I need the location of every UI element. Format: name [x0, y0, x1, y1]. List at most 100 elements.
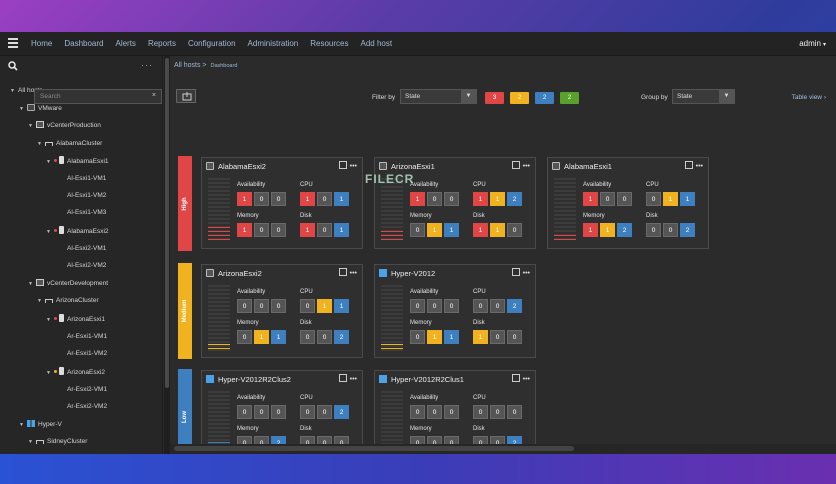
tree-node[interactable]: ▼ VMware — [19, 104, 62, 114]
metric-cell[interactable]: 1 — [427, 330, 442, 344]
metric-cell[interactable]: 0 — [473, 405, 488, 419]
metric-cell[interactable]: 1 — [254, 330, 269, 344]
more-icon[interactable]: ••• — [522, 163, 530, 170]
metric-cell[interactable]: 0 — [473, 299, 488, 313]
tree-node[interactable]: ▼ All hosts — [10, 86, 43, 96]
metric-cell[interactable]: 1 — [237, 192, 252, 206]
host-card[interactable]: Hyper-V2012R2Clus2 ••• Availability 0 0 0 CPU 0… — [201, 370, 363, 454]
metric-cell[interactable]: 0 — [317, 405, 332, 419]
metric-cell[interactable]: 1 — [583, 223, 598, 237]
expand-caret-icon[interactable]: ▼ — [46, 159, 51, 165]
metric-cell[interactable]: 0 — [254, 405, 269, 419]
expand-caret-icon[interactable]: ▼ — [19, 106, 24, 112]
filter-count-button[interactable]: 2 — [560, 92, 579, 104]
nav-item-add-host[interactable]: Add host — [360, 39, 393, 48]
metric-cell[interactable]: 1 — [334, 299, 349, 313]
search-icon[interactable] — [8, 61, 18, 71]
metric-cell[interactable]: 0 — [317, 192, 332, 206]
expand-icon[interactable] — [511, 374, 520, 382]
metric-cell[interactable]: 1 — [271, 330, 286, 344]
metric-cell[interactable]: 2 — [334, 405, 349, 419]
host-card[interactable]: Hyper-V2012 ••• Availability 0 0 0 CPU 0 0 2 Memor… — [374, 264, 536, 358]
nav-item-dashboard[interactable]: Dashboard — [64, 39, 104, 48]
metric-cell[interactable]: 1 — [300, 192, 315, 206]
metric-cell[interactable]: 1 — [334, 223, 349, 237]
nav-item-administration[interactable]: Administration — [247, 39, 299, 48]
tree-node[interactable]: ▼ AlabamaEsxi2 — [46, 226, 109, 236]
tree-node[interactable]: Al-Esxi1-VM3 — [55, 208, 106, 218]
metric-cell[interactable]: 0 — [427, 405, 442, 419]
user-name[interactable]: admin — [799, 39, 821, 48]
metric-cell[interactable]: 1 — [444, 330, 459, 344]
tree-node[interactable]: ▼ Hyper-V — [19, 420, 62, 430]
metric-cell[interactable]: 1 — [444, 223, 459, 237]
tree-node[interactable]: Ar-Esxi2-VM2 — [55, 402, 107, 412]
metric-cell[interactable]: 0 — [300, 299, 315, 313]
metric-cell[interactable]: 0 — [444, 405, 459, 419]
expand-caret-icon[interactable]: ▼ — [46, 370, 51, 376]
more-icon[interactable]: ••• — [349, 270, 357, 277]
tree-node[interactable]: Al-Esxi2-VM2 — [55, 261, 106, 271]
more-icon[interactable]: ••• — [522, 270, 530, 277]
card-title[interactable]: Hyper-V2012R2Clus1 — [379, 375, 464, 384]
metric-cell[interactable]: 0 — [490, 299, 505, 313]
metric-cell[interactable]: 1 — [583, 192, 598, 206]
metric-cell[interactable]: 0 — [646, 192, 661, 206]
metric-cell[interactable]: 2 — [334, 330, 349, 344]
more-icon[interactable]: ••• — [522, 376, 530, 383]
tree-node[interactable]: ▼ ArizonaEsxi1 — [46, 314, 105, 324]
metric-cell[interactable]: 1 — [490, 192, 505, 206]
metric-cell[interactable]: 1 — [410, 192, 425, 206]
tree-node[interactable]: ▼ vCenterDevelopment — [28, 279, 108, 289]
nav-item-resources[interactable]: Resources — [310, 39, 349, 48]
metric-cell[interactable]: 0 — [271, 405, 286, 419]
metric-cell[interactable]: 0 — [427, 299, 442, 313]
metric-cell[interactable]: 0 — [271, 192, 286, 206]
tree-node[interactable]: ▼ ArizonaEsxi2 — [46, 367, 105, 377]
metric-cell[interactable]: 0 — [410, 299, 425, 313]
host-card[interactable]: ArizonaEsxi2 ••• Availability 0 0 0 CPU 0 1 1 Memo… — [201, 264, 363, 358]
group-select[interactable]: State ▼ — [672, 89, 735, 104]
expand-icon[interactable] — [684, 161, 693, 169]
tree-node[interactable]: ▼ AlabamaEsxi1 — [46, 156, 109, 166]
table-view-link[interactable]: Table view › — [792, 94, 826, 101]
tree-node[interactable]: ▼ ArizonaCluster — [37, 296, 99, 306]
horizontal-scrollbar[interactable] — [170, 444, 836, 454]
search-input[interactable]: Search × — [34, 89, 162, 104]
metric-cell[interactable]: 1 — [334, 192, 349, 206]
nav-item-alerts[interactable]: Alerts — [115, 39, 136, 48]
tree-node[interactable]: Ar-Esxi1-VM1 — [55, 332, 107, 342]
nav-item-home[interactable]: Home — [31, 39, 53, 48]
clear-search-icon[interactable]: × — [151, 92, 156, 99]
expand-icon[interactable] — [511, 161, 520, 169]
card-title[interactable]: AlabamaEsxi2 — [206, 162, 266, 171]
export-button[interactable] — [176, 89, 196, 103]
more-icon[interactable]: ••• — [695, 163, 703, 170]
metric-cell[interactable]: 1 — [600, 223, 615, 237]
expand-icon[interactable] — [338, 161, 347, 169]
expand-caret-icon[interactable]: ▼ — [37, 298, 42, 304]
metric-cell[interactable]: 1 — [300, 223, 315, 237]
metric-cell[interactable]: 0 — [237, 299, 252, 313]
metric-cell[interactable]: 0 — [300, 405, 315, 419]
metric-cell[interactable]: 0 — [490, 330, 505, 344]
expand-caret-icon[interactable]: ▼ — [37, 141, 42, 147]
metric-cell[interactable]: 1 — [473, 192, 488, 206]
metric-cell[interactable]: 2 — [507, 299, 522, 313]
metric-cell[interactable]: 0 — [271, 223, 286, 237]
metric-cell[interactable]: 2 — [680, 223, 695, 237]
metric-cell[interactable]: 2 — [507, 192, 522, 206]
metric-cell[interactable]: 1 — [663, 192, 678, 206]
metric-cell[interactable]: 0 — [300, 330, 315, 344]
metric-cell[interactable]: 0 — [507, 330, 522, 344]
metric-cell[interactable]: 1 — [473, 330, 488, 344]
breadcrumb-all-hosts[interactable]: All hosts — [174, 62, 201, 69]
nav-item-configuration[interactable]: Configuration — [187, 39, 236, 48]
sidebar-scrollbar[interactable] — [164, 56, 170, 454]
filter-select[interactable]: State ▼ — [400, 89, 477, 104]
metric-cell[interactable]: 0 — [237, 405, 252, 419]
nav-item-reports[interactable]: Reports — [147, 39, 176, 48]
metric-cell[interactable]: 0 — [646, 223, 661, 237]
metric-cell[interactable]: 0 — [600, 192, 615, 206]
tree-node[interactable]: ▼ SidneyCluster — [28, 437, 87, 447]
